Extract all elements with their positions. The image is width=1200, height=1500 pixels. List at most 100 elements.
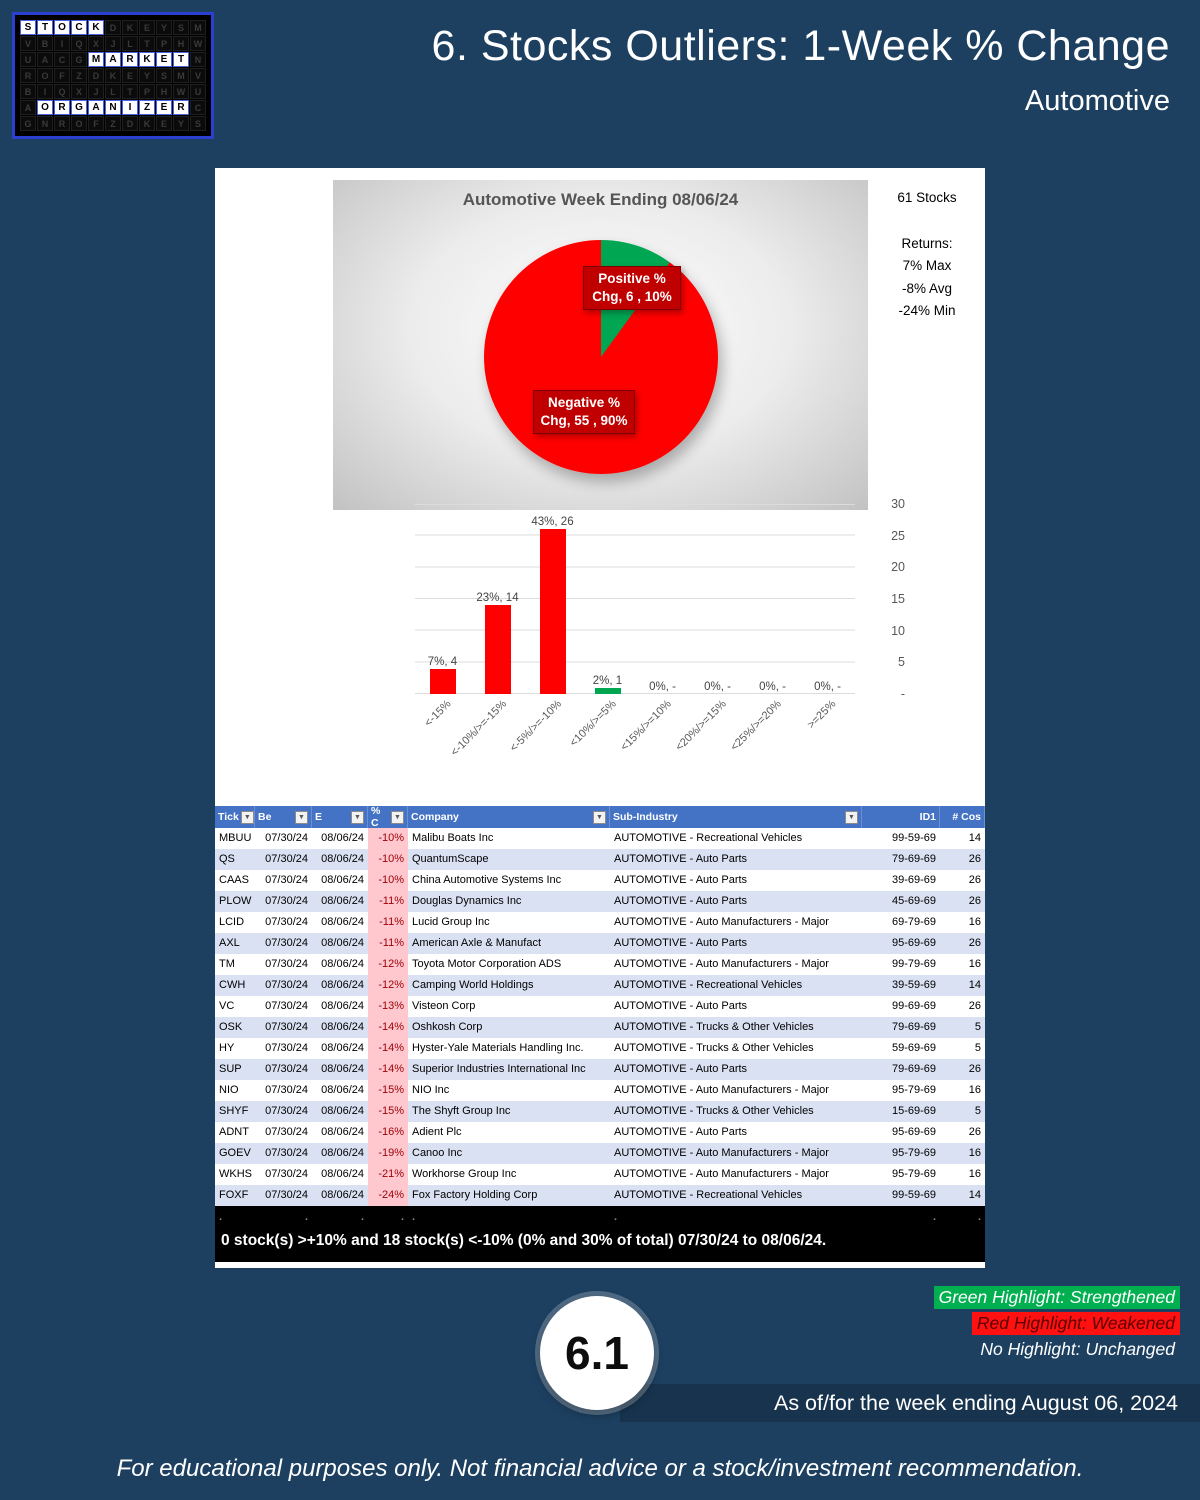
table-cell: GOEV <box>215 1143 255 1164</box>
table-cell: LCID <box>215 912 255 933</box>
table-cell: 07/30/24 <box>255 828 312 849</box>
table-cell: 07/30/24 <box>255 1059 312 1080</box>
logo-tile: S <box>20 20 36 35</box>
table-cell: 08/06/24 <box>312 849 368 870</box>
table-cell: 95-79-69 <box>862 1164 940 1185</box>
table-cell: AUTOMOTIVE - Recreational Vehicles <box>610 975 862 996</box>
logo-tile: R <box>20 68 36 83</box>
table-cell: -14% <box>368 1059 408 1080</box>
bar-value-label: 7%, 4 <box>427 656 458 668</box>
returns-min: -24% Min <box>898 302 956 318</box>
logo-tile: S <box>173 20 189 35</box>
table-cell: CWH <box>215 975 255 996</box>
logo-tile: Y <box>173 116 189 131</box>
logo-tile: A <box>105 52 121 67</box>
table-cell: AUTOMOTIVE - Trucks & Other Vehicles <box>610 1017 862 1038</box>
table-cell: AUTOMOTIVE - Recreational Vehicles <box>610 828 862 849</box>
table-cell: ADNT <box>215 1122 255 1143</box>
logo-tile: Z <box>139 100 155 115</box>
logo-tile: K <box>88 20 104 35</box>
legend-label: Red Highlight: Weakened <box>971 1312 1180 1335</box>
table-cell: QuantumScape <box>408 849 610 870</box>
logo-tile: B <box>20 84 36 99</box>
logo-tile: N <box>37 116 53 131</box>
legend-item: Green Highlight: Strengthened <box>933 1286 1180 1309</box>
continuation-dots: . <box>940 1206 985 1230</box>
y-axis: 30 25 20 15 10 5 - <box>867 497 905 701</box>
table-cell: 07/30/24 <box>255 996 312 1017</box>
logo-tile: H <box>173 36 189 51</box>
table-cell: SUP <box>215 1059 255 1080</box>
table-cell: 16 <box>940 912 985 933</box>
logo-tile: G <box>71 52 87 67</box>
bar-plot-area: 7%, 4 23%, 14 43%, 26 2%, 1 0%, - 0%, - 0%, - 0… <box>415 504 855 694</box>
table-cell: AUTOMOTIVE - Auto Parts <box>610 849 862 870</box>
table-cell: -11% <box>368 891 408 912</box>
table-cell: 08/06/24 <box>312 870 368 891</box>
table-cell: -14% <box>368 1038 408 1059</box>
logo-tile: W <box>190 36 206 51</box>
logo-tile: O <box>54 20 70 35</box>
table-cell: 08/06/24 <box>312 1122 368 1143</box>
logo-tile: N <box>105 100 121 115</box>
filter-dropdown-button[interactable]: ▼ <box>391 810 404 824</box>
table-cell: 08/06/24 <box>312 1038 368 1059</box>
table-cell: -21% <box>368 1164 408 1185</box>
logo-tile: J <box>88 84 104 99</box>
table-cell: 14 <box>940 975 985 996</box>
column-header: ID1 <box>862 806 940 828</box>
table-cell: 07/30/24 <box>255 1143 312 1164</box>
logo-tile: T <box>173 52 189 67</box>
logo-tile: S <box>156 68 172 83</box>
bar-value-label: 43%, 26 <box>531 516 574 528</box>
logo-tile: D <box>122 116 138 131</box>
filter-dropdown-button[interactable]: ▼ <box>845 810 858 824</box>
table-cell: -12% <box>368 954 408 975</box>
logo-tile: M <box>173 68 189 83</box>
x-axis-label: <25%/>=20% <box>728 694 800 794</box>
logo-tile: Q <box>54 84 70 99</box>
logo-tile: L <box>122 36 138 51</box>
pie-chart-area: Automotive Week Ending 08/06/24 Positive… <box>333 180 868 510</box>
bar-value-label: 0%, - <box>759 681 786 693</box>
table-cell: 14 <box>940 1185 985 1206</box>
continuation-dots: . <box>408 1206 610 1230</box>
logo-tile: C <box>54 52 70 67</box>
logo-tile: H <box>156 84 172 99</box>
table-cell: 95-79-69 <box>862 1080 940 1101</box>
table-cell: CAAS <box>215 870 255 891</box>
continuation-dots: . <box>610 1206 862 1230</box>
table-cell: -11% <box>368 912 408 933</box>
table-cell: 07/30/24 <box>255 1017 312 1038</box>
content-panel: Automotive Week Ending 08/06/24 Positive… <box>215 168 985 1268</box>
logo-tile: T <box>122 84 138 99</box>
table-cell: OSK <box>215 1017 255 1038</box>
table-cell: Canoo Inc <box>408 1143 610 1164</box>
logo-tile: O <box>37 68 53 83</box>
logo-tile: G <box>71 100 87 115</box>
table-cell: AUTOMOTIVE - Auto Parts <box>610 1059 862 1080</box>
x-axis-label: >=25% <box>800 694 855 794</box>
table-cell: AXL <box>215 933 255 954</box>
column-header: E ▼ <box>312 806 368 828</box>
table-cell: 08/06/24 <box>312 1143 368 1164</box>
page-header: 6. Stocks Outliers: 1-Week % Change Auto… <box>432 22 1170 118</box>
filter-dropdown-button[interactable]: ▼ <box>351 810 364 824</box>
table-cell: 07/30/24 <box>255 849 312 870</box>
table-cell: Superior Industries International Inc <box>408 1059 610 1080</box>
column-header-label: E <box>315 811 323 823</box>
filter-dropdown-button[interactable]: ▼ <box>593 810 606 824</box>
filter-dropdown-button[interactable]: ▼ <box>295 810 308 824</box>
logo-tile: F <box>54 68 70 83</box>
table-cell: AUTOMOTIVE - Auto Parts <box>610 1122 862 1143</box>
table-cell: AUTOMOTIVE - Auto Parts <box>610 870 862 891</box>
table-cell: The Shyft Group Inc <box>408 1101 610 1122</box>
table-cell: 45-69-69 <box>862 891 940 912</box>
table-cell: -24% <box>368 1185 408 1206</box>
table-cell: QS <box>215 849 255 870</box>
y-axis-tick: 15 <box>891 592 905 606</box>
logo-tile: M <box>88 52 104 67</box>
filter-dropdown-button[interactable]: ▼ <box>240 810 254 824</box>
stocks-table: Tick ▼ Be ▼ E ▼% C ▼ Company ▼ Sub-Industry ▼ ID1 # … <box>215 806 985 1230</box>
